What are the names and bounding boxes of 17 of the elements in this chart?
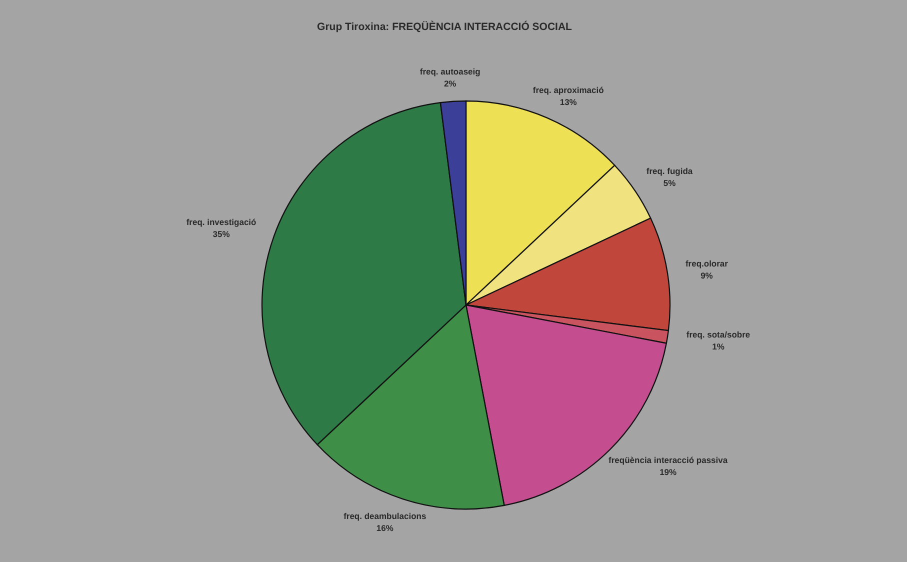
data-label: 19%	[660, 467, 678, 478]
data-label: 1%	[712, 342, 725, 352]
slice-label: freqüència interacció passiva	[608, 455, 728, 466]
slice-label: freq. deambulacions	[344, 510, 427, 521]
slice-label: freq. sota/sobre	[686, 330, 750, 340]
chart-title: Grup Tiroxina: FREQÜÈNCIA INTERACCIÓ SOCIAL	[316, 21, 573, 33]
data-label: 16%	[376, 522, 394, 533]
data-label: 5%	[663, 178, 676, 188]
data-label: 9%	[700, 270, 714, 280]
slice-label: freq. aproximació	[532, 84, 604, 95]
slice-label: freq.olorar	[685, 258, 729, 268]
data-label: 13%	[560, 96, 578, 107]
data-label: 2%	[444, 78, 457, 88]
slice-label: freq. autoaseig	[420, 66, 480, 76]
data-label: 35%	[212, 228, 230, 239]
slice-label: freq. investigació	[186, 216, 256, 227]
slice-label: freq. fugida	[646, 166, 693, 176]
